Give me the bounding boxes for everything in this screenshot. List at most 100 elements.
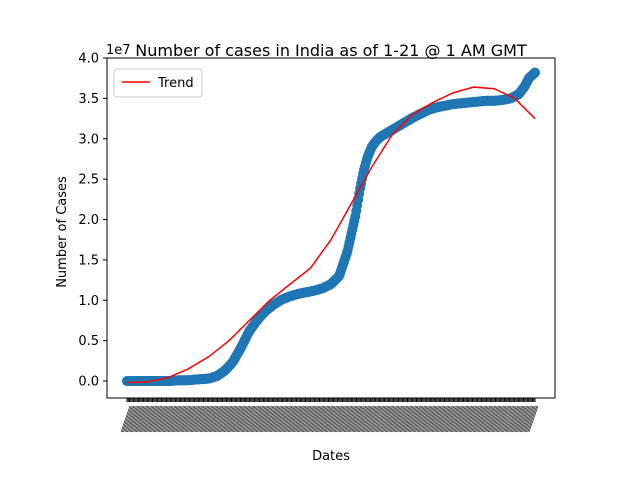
x-tick-label-glyph: [523, 405, 534, 433]
x-tick-label-glyph: [328, 405, 339, 433]
x-tick-label-glyph: [153, 405, 164, 433]
x-tick-label-glyph: [120, 405, 131, 433]
x-tick-label-glyph: [485, 405, 495, 433]
x-tick-label-glyph: [132, 405, 142, 433]
x-tick-label-glyph: [218, 405, 229, 433]
x-tick-label-glyph: [175, 405, 186, 433]
data-point: [530, 67, 540, 78]
x-tick-label-glyph: [285, 405, 295, 433]
x-tick-label-glyph: [137, 405, 147, 433]
x-tick-label-glyph: [402, 405, 413, 433]
x-tick-label-glyph: [426, 405, 437, 433]
x-tick-label-glyph: [257, 405, 267, 433]
x-tick-label-glyph: [391, 405, 401, 433]
x-tick-label-glyph: [494, 405, 504, 433]
x-tick-label-glyph: [234, 405, 244, 433]
x-tick-label-glyph: [249, 405, 260, 433]
x-tick-label-glyph: [162, 405, 173, 433]
x-tick-label-glyph: [411, 405, 421, 433]
x-tick-label-glyph: [260, 405, 271, 433]
x-tick-label-glyph: [232, 405, 243, 433]
x-tick-label-glyph: [208, 405, 219, 433]
x-tick-label-glyph: [123, 405, 133, 433]
x-tick-label-glyph: [355, 405, 365, 433]
x-tick-label-glyph: [187, 405, 197, 433]
plot-content: [122, 67, 540, 387]
x-tick-label-glyph: [476, 405, 487, 433]
x-tick-label-glyph: [203, 405, 214, 433]
x-tick-label-glyph: [378, 405, 388, 433]
x-tick-label-glyph: [325, 405, 336, 433]
x-tick-label-glyph: [484, 405, 494, 433]
x-tick-label-glyph: [255, 405, 266, 433]
x-tick-label-glyph: [417, 405, 428, 433]
x-tick-label-glyph: [394, 405, 405, 433]
x-tick-label-glyph: [227, 405, 238, 433]
x-tick-label-glyph: [527, 405, 538, 433]
x-tick-label-glyph: [366, 405, 377, 433]
x-tick-label-glyph: [374, 405, 385, 433]
x-tick-label-glyph: [333, 405, 344, 433]
x-tick-label-glyph: [464, 405, 475, 433]
x-tick-label-glyph: [399, 405, 410, 433]
x-tick-label-glyph: [406, 405, 416, 433]
x-tick-label-glyph: [179, 405, 189, 433]
x-tick-label-glyph: [206, 405, 216, 433]
x-tick-label-glyph: [499, 405, 509, 433]
x-tick-label-glyph: [364, 405, 374, 433]
x-tick-label-glyph: [226, 405, 237, 433]
x-tick-label-glyph: [259, 405, 270, 433]
x-tick-label-glyph: [427, 405, 438, 433]
x-tick-label-glyph: [183, 405, 193, 433]
x-tick-label-glyph: [431, 405, 442, 433]
x-tick-label-glyph: [448, 405, 458, 433]
x-tick-label-glyph: [369, 405, 379, 433]
x-tick-label-glyph: [315, 405, 326, 433]
x-tick-label-glyph: [478, 405, 489, 433]
x-tick-label-glyph: [338, 405, 349, 433]
x-tick-label-glyph: [410, 405, 420, 433]
x-tick-label-glyph: [424, 405, 434, 433]
x-tick-label-glyph: [331, 405, 341, 433]
x-tick-label-glyph: [308, 405, 318, 433]
x-tick-label-glyph: [280, 405, 290, 433]
x-tick-label-glyph: [462, 405, 472, 433]
x-tick-label-glyph: [172, 405, 183, 433]
x-tick-label-glyph: [444, 405, 455, 433]
x-tick-label-glyph: [362, 405, 373, 433]
x-tick-label-glyph: [278, 405, 289, 433]
x-tick-label-glyph: [134, 405, 145, 433]
x-tick-label-glyph: [209, 405, 220, 433]
x-tick-label-glyph: [223, 405, 234, 433]
x-tick-label-glyph: [420, 405, 430, 433]
x-tick-label-glyph: [401, 405, 411, 433]
y-tick-label: 0.0: [78, 375, 99, 390]
x-tick-label-glyph: [241, 405, 252, 433]
x-tick-label-glyph: [398, 405, 409, 433]
x-tick-label-glyph: [471, 405, 481, 433]
x-tick-label-glyph: [211, 405, 221, 433]
x-tick-label-glyph: [309, 405, 319, 433]
x-tick-label-glyph: [238, 405, 248, 433]
x-tick-label-glyph: [380, 405, 391, 433]
x-tick-label-glyph: [351, 405, 362, 433]
x-tick-label-glyph: [513, 405, 523, 433]
x-tick-label-glyph: [215, 405, 225, 433]
x-tick-label-glyph: [190, 405, 201, 433]
x-tick-label-glyph: [198, 405, 209, 433]
x-tick-label-glyph: [240, 405, 251, 433]
x-tick-label-glyph: [329, 405, 340, 433]
x-tick-label-glyph: [415, 405, 425, 433]
x-tick-label-glyph: [250, 405, 261, 433]
x-tick-label-glyph: [164, 405, 174, 433]
x-tick-marks: [120, 398, 539, 433]
x-tick-label-glyph: [447, 405, 457, 433]
x-tick-label-glyph: [184, 405, 195, 433]
x-tick-label-glyph: [370, 405, 381, 433]
x-tick-label-glyph: [133, 405, 144, 433]
x-tick-label-glyph: [456, 405, 466, 433]
x-tick-label-glyph: [473, 405, 484, 433]
x-tick-label-glyph: [246, 405, 257, 433]
x-tick-label-glyph: [360, 405, 370, 433]
